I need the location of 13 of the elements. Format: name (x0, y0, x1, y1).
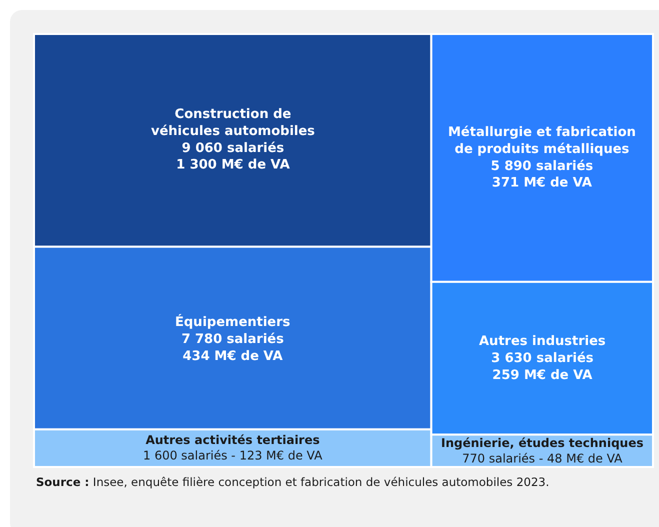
data-label: 3 630 salariés 259 M€ de VA (491, 350, 594, 383)
category-label: Autres industries (479, 334, 606, 349)
data-label: 9 060 salariés 1 300 M€ de VA (176, 140, 290, 173)
data-label: 770 salariés - 48 M€ de VA (462, 452, 624, 466)
category-label: Ingénierie, études techniques (441, 436, 644, 450)
source-note: Source : Insee, enquête filière conception et fabrication de véhicules automobiles 2023. (36, 475, 550, 489)
category-label: Construction de véhicules automobiles (151, 107, 316, 139)
category-label: Autres activités tertiaires (146, 433, 320, 447)
data-label: 1 600 salariés - 123 M€ de VA (143, 448, 324, 463)
category-label: Métallurgie et fabrication de produits métalliques (448, 125, 636, 157)
data-label: 5 890 salariés 371 M€ de VA (490, 158, 594, 191)
data-label: 7 780 salariés 434 M€ de VA (181, 332, 284, 364)
category-label: Équipementiers (175, 313, 291, 330)
